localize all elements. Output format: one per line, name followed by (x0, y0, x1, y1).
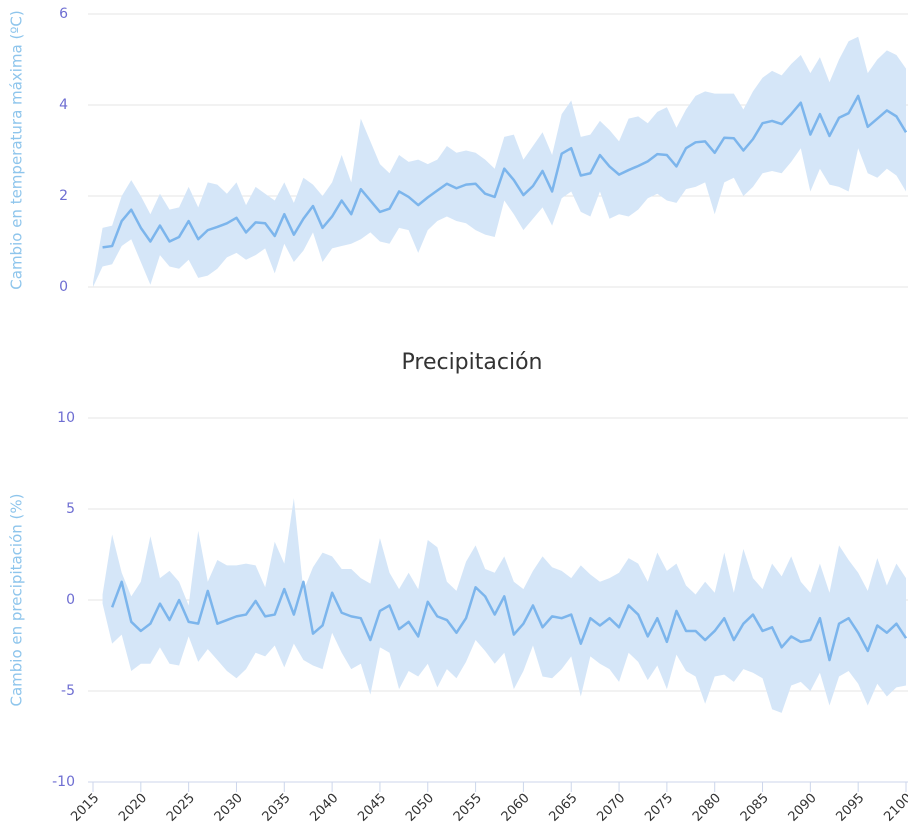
chart-title: Precipitación (402, 350, 543, 375)
x-tick-label: 2065 (547, 791, 581, 825)
line (102, 94, 908, 249)
y-tick-label: 6 (59, 6, 68, 22)
x-tick-label: 2045 (355, 791, 389, 825)
y-tick-label: 10 (57, 410, 75, 426)
x-tick-label: 2055 (451, 791, 485, 825)
x-tick-label: 2075 (642, 791, 676, 825)
x-tick-label: 2100 (881, 791, 908, 825)
x-tick-label: 2025 (164, 791, 198, 825)
x-tick-label: 2050 (403, 791, 437, 825)
x-tick-label: 2040 (307, 791, 341, 825)
y-tick-label: 4 (59, 97, 68, 113)
y-tick-label: 0 (59, 279, 68, 295)
x-tick-label: 2085 (738, 791, 772, 825)
y-tick-label: -10 (52, 774, 75, 790)
x-tick-label: 2015 (68, 791, 102, 825)
x-tick-label: 2060 (499, 791, 533, 825)
range-band (102, 498, 907, 713)
y-tick-label: 2 (59, 188, 68, 204)
range-band (93, 36, 906, 287)
y-axis-title: Cambio en precipitación (%) (8, 493, 26, 706)
y-axis-title: Cambio en temperatura máxima (ºC) (8, 10, 26, 289)
x-tick-label: 2020 (116, 791, 150, 825)
x-tick-label: 2090 (786, 791, 820, 825)
y-tick-label: 0 (66, 592, 75, 608)
line (110, 580, 908, 662)
x-tick-label: 2080 (690, 791, 724, 825)
x-tick-label: 2070 (594, 791, 628, 825)
y-tick-label: 5 (66, 501, 75, 517)
y-tick-label: -5 (61, 683, 75, 699)
x-tick-label: 2030 (212, 791, 246, 825)
x-tick-label: 2095 (833, 791, 867, 825)
x-tick-label: 2035 (260, 791, 294, 825)
